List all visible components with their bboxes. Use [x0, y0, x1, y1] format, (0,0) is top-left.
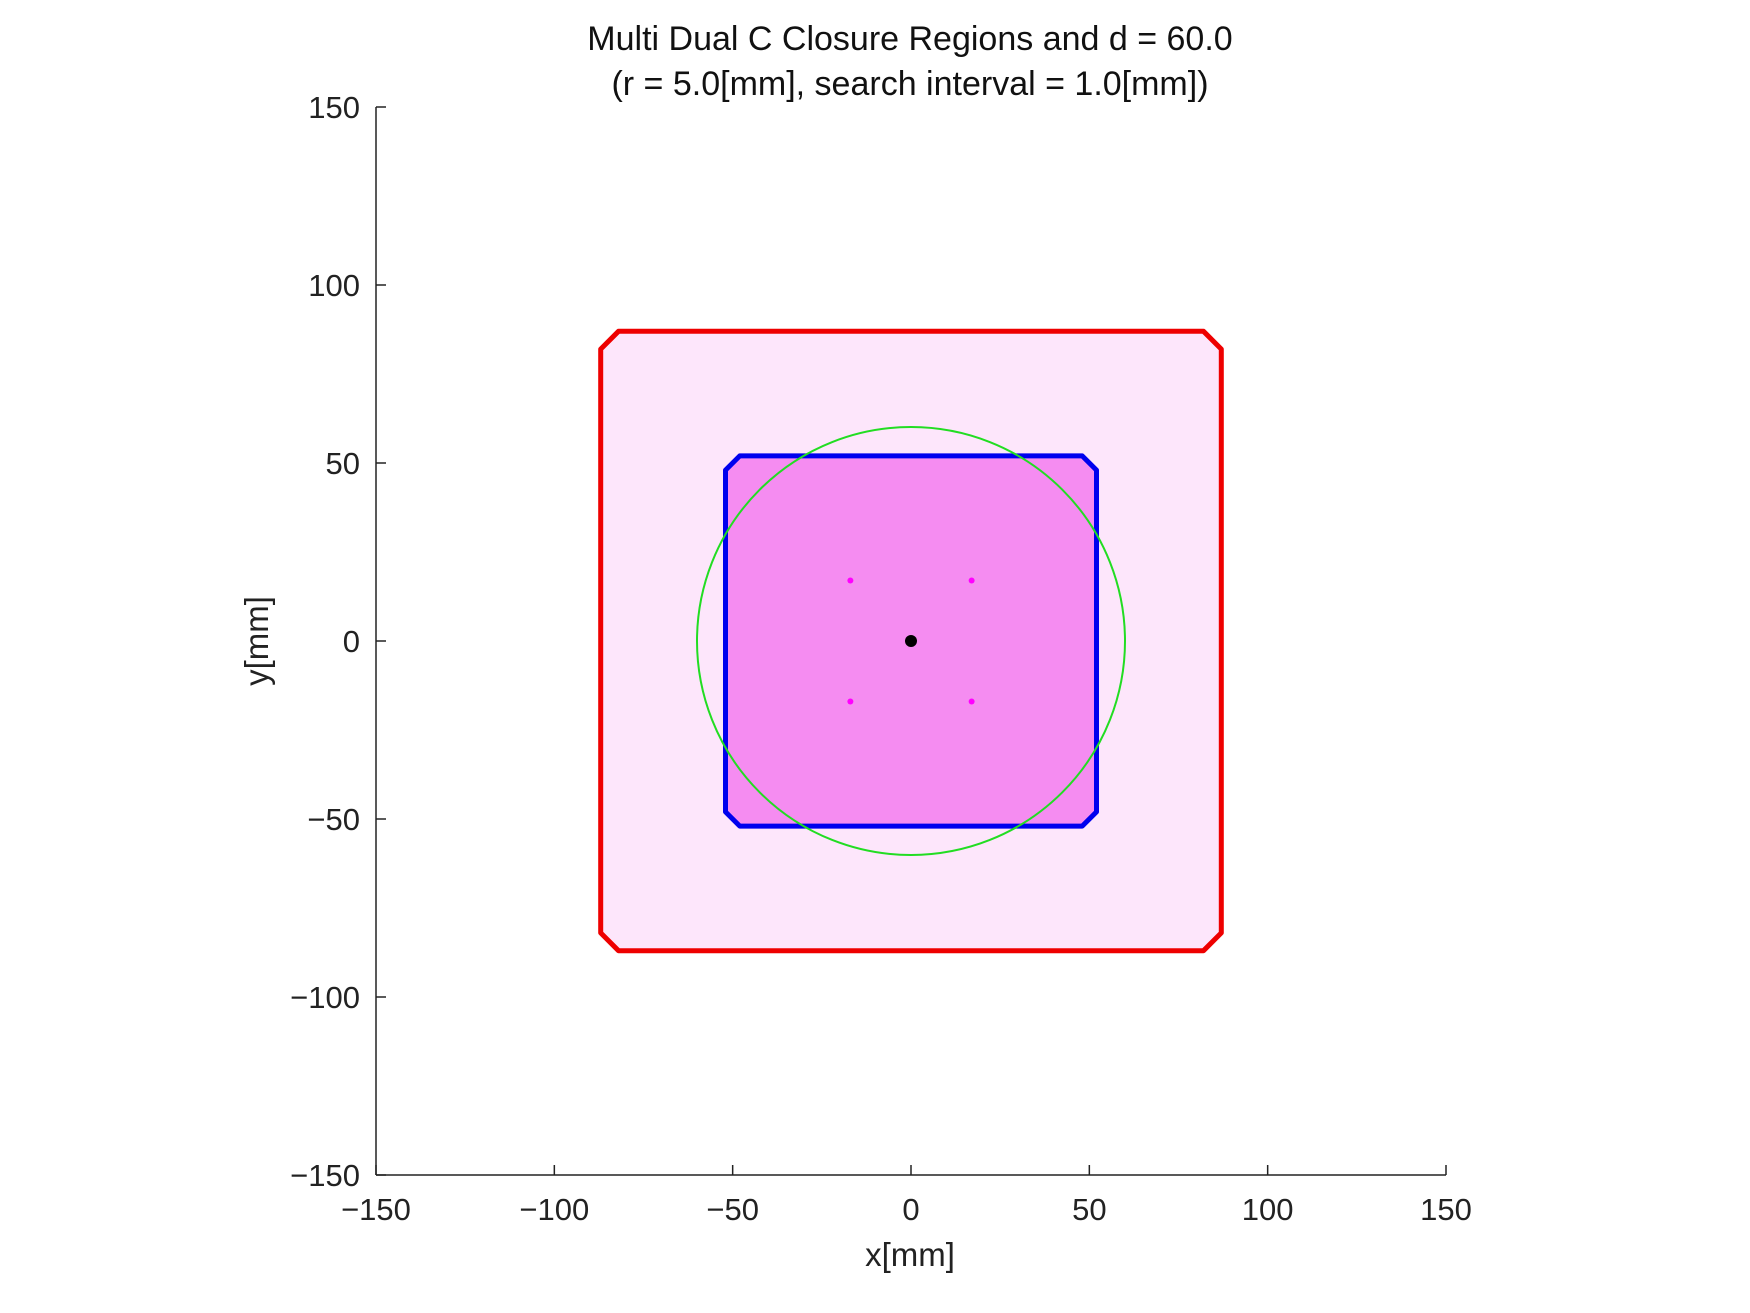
y-axis-label: y[mm] [238, 596, 275, 686]
x-tick-label: 50 [1072, 1192, 1106, 1227]
y-tick-label: 150 [308, 90, 360, 125]
y-tick-label: 0 [343, 624, 360, 659]
chart-subtitle: (r = 5.0[mm], search interval = 1.0[mm]) [611, 65, 1208, 103]
distance-circle [696, 426, 1126, 856]
y-tick-label: −50 [307, 802, 360, 837]
grasp-point-3 [968, 698, 975, 705]
center-point-0 [905, 635, 917, 647]
y-tick-label: 50 [326, 446, 360, 481]
grasp-point-0 [847, 577, 854, 584]
x-tick-label: 150 [1420, 1192, 1472, 1227]
grasp-point-1 [968, 577, 975, 584]
x-tick-label: 100 [1242, 1192, 1294, 1227]
x-tick-label: −100 [519, 1192, 589, 1227]
x-tick-label: 0 [902, 1192, 919, 1227]
y-tick-label: −100 [290, 980, 360, 1015]
grasp-point-2 [847, 698, 854, 705]
axes: −150 −100 −50 0 50 100 150 −150 −100 −50 0 50 100 150 [290, 90, 1472, 1227]
x-axis-label: x[mm] [865, 1236, 955, 1273]
chart-title: Multi Dual C Closure Regions and d = 60.… [587, 20, 1232, 58]
x-tick-label: −150 [341, 1192, 411, 1227]
y-tick-label: −150 [290, 1158, 360, 1193]
x-tick-label: −50 [706, 1192, 759, 1227]
plot-area [598, 328, 1224, 954]
y-tick-label: 100 [308, 268, 360, 303]
